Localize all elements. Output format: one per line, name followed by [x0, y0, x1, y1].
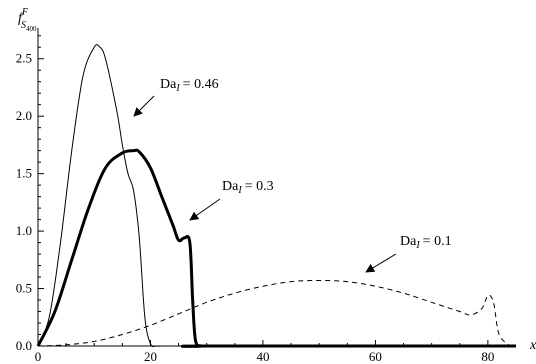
x-tick-label: 20 — [144, 349, 157, 364]
x-tick-label: 40 — [256, 349, 269, 364]
y-tick-label: 2.5 — [16, 51, 32, 66]
y-tick-label: 2.0 — [16, 108, 32, 123]
series-line-2 — [36, 148, 516, 348]
ticks: 0 20 40 60 80 0.0 0.5 1.0 1.5 2.0 2.5 — [16, 35, 494, 364]
curves — [36, 44, 516, 348]
series-line-1 — [37, 44, 516, 348]
series-arrow-3 — [365, 253, 397, 273]
x-axis-label: x — [529, 338, 536, 353]
y-axis-label: fF S400 — [18, 7, 37, 33]
series-label-3: DaI = 0.1 — [400, 234, 452, 251]
x-tick-label: 80 — [481, 349, 494, 364]
y-tick-label: 0.0 — [16, 338, 32, 353]
x-tick-label: 0 — [35, 349, 42, 364]
y-tick-label: 1.0 — [16, 223, 32, 238]
y-tick-label: 0.5 — [16, 281, 32, 296]
series-arrow-1 — [133, 95, 155, 117]
x-tick-label: 60 — [369, 349, 382, 364]
series-label-2: DaI = 0.3 — [222, 179, 274, 196]
series-arrow-2 — [189, 198, 221, 221]
series-label-1: DaI = 0.46 — [160, 77, 219, 94]
y-tick-label: 1.5 — [16, 166, 32, 181]
series-line-3 — [37, 280, 511, 347]
annotations: fF S400 x DaI = 0.46 DaI = 0.3 DaI = 0.1 — [18, 7, 536, 353]
